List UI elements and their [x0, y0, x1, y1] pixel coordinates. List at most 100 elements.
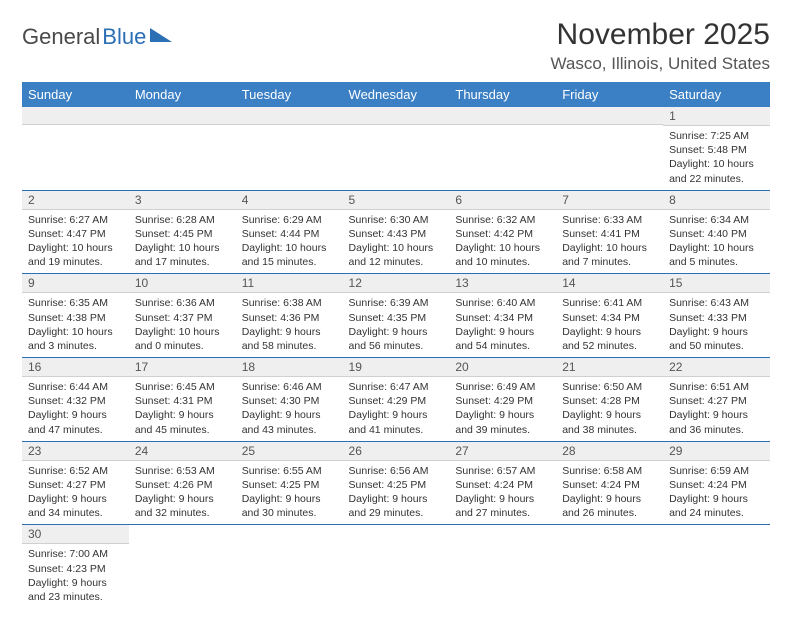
- sunset: Sunset: 4:40 PM: [669, 227, 764, 241]
- daylight: Daylight: 9 hours and 45 minutes.: [135, 408, 230, 436]
- sunrise: Sunrise: 6:50 AM: [562, 380, 657, 394]
- day-details: Sunrise: 6:47 AMSunset: 4:29 PMDaylight:…: [343, 377, 450, 441]
- day-details: Sunrise: 6:46 AMSunset: 4:30 PMDaylight:…: [236, 377, 343, 441]
- header: General Blue November 2025 Wasco, Illino…: [22, 18, 770, 74]
- sunrise: Sunrise: 6:45 AM: [135, 380, 230, 394]
- day-header: Thursday: [449, 82, 556, 107]
- day-details: Sunrise: 6:28 AMSunset: 4:45 PMDaylight:…: [129, 210, 236, 274]
- calendar-cell: [343, 107, 450, 190]
- day-details: Sunrise: 7:25 AMSunset: 5:48 PMDaylight:…: [663, 126, 770, 190]
- sunset: Sunset: 4:42 PM: [455, 227, 550, 241]
- calendar-cell: [449, 525, 556, 608]
- sunrise: Sunrise: 6:56 AM: [349, 464, 444, 478]
- daylight: Daylight: 10 hours and 22 minutes.: [669, 157, 764, 185]
- day-number: 14: [556, 274, 663, 293]
- sunrise: Sunrise: 6:30 AM: [349, 213, 444, 227]
- day-number: 13: [449, 274, 556, 293]
- sunrise: Sunrise: 6:41 AM: [562, 296, 657, 310]
- sunrise: Sunrise: 6:46 AM: [242, 380, 337, 394]
- day-details: Sunrise: 6:30 AMSunset: 4:43 PMDaylight:…: [343, 210, 450, 274]
- day-details: Sunrise: 6:29 AMSunset: 4:44 PMDaylight:…: [236, 210, 343, 274]
- sunrise: Sunrise: 6:29 AM: [242, 213, 337, 227]
- day-header: Wednesday: [343, 82, 450, 107]
- day-details: Sunrise: 6:32 AMSunset: 4:42 PMDaylight:…: [449, 210, 556, 274]
- day-details: Sunrise: 6:52 AMSunset: 4:27 PMDaylight:…: [22, 461, 129, 525]
- day-details: Sunrise: 6:49 AMSunset: 4:29 PMDaylight:…: [449, 377, 556, 441]
- sunrise: Sunrise: 6:52 AM: [28, 464, 123, 478]
- day-details: Sunrise: 6:53 AMSunset: 4:26 PMDaylight:…: [129, 461, 236, 525]
- day-details: Sunrise: 6:34 AMSunset: 4:40 PMDaylight:…: [663, 210, 770, 274]
- sunset: Sunset: 4:32 PM: [28, 394, 123, 408]
- calendar-cell: [236, 525, 343, 608]
- empty-daynum: [129, 107, 236, 125]
- sunset: Sunset: 4:26 PM: [135, 478, 230, 492]
- calendar-cell: 30Sunrise: 7:00 AMSunset: 4:23 PMDayligh…: [22, 525, 129, 608]
- daylight: Daylight: 9 hours and 30 minutes.: [242, 492, 337, 520]
- day-number: 28: [556, 442, 663, 461]
- calendar-cell: [129, 107, 236, 190]
- sunrise: Sunrise: 6:59 AM: [669, 464, 764, 478]
- day-details: Sunrise: 6:59 AMSunset: 4:24 PMDaylight:…: [663, 461, 770, 525]
- calendar-cell: 12Sunrise: 6:39 AMSunset: 4:35 PMDayligh…: [343, 274, 450, 358]
- day-details: Sunrise: 6:38 AMSunset: 4:36 PMDaylight:…: [236, 293, 343, 357]
- day-details: Sunrise: 6:35 AMSunset: 4:38 PMDaylight:…: [22, 293, 129, 357]
- day-details: Sunrise: 6:56 AMSunset: 4:25 PMDaylight:…: [343, 461, 450, 525]
- day-number: 30: [22, 525, 129, 544]
- day-number: 15: [663, 274, 770, 293]
- day-number: 1: [663, 107, 770, 126]
- calendar-cell: 9Sunrise: 6:35 AMSunset: 4:38 PMDaylight…: [22, 274, 129, 358]
- sunset: Sunset: 4:27 PM: [28, 478, 123, 492]
- sunrise: Sunrise: 6:38 AM: [242, 296, 337, 310]
- sunset: Sunset: 4:28 PM: [562, 394, 657, 408]
- sunset: Sunset: 4:25 PM: [349, 478, 444, 492]
- calendar-cell: 17Sunrise: 6:45 AMSunset: 4:31 PMDayligh…: [129, 358, 236, 442]
- sunset: Sunset: 4:41 PM: [562, 227, 657, 241]
- sunrise: Sunrise: 6:34 AM: [669, 213, 764, 227]
- day-details: Sunrise: 6:50 AMSunset: 4:28 PMDaylight:…: [556, 377, 663, 441]
- calendar-row: 1Sunrise: 7:25 AMSunset: 5:48 PMDaylight…: [22, 107, 770, 190]
- sunrise: Sunrise: 6:39 AM: [349, 296, 444, 310]
- day-details: Sunrise: 6:40 AMSunset: 4:34 PMDaylight:…: [449, 293, 556, 357]
- month-title: November 2025: [550, 18, 770, 52]
- daylight: Daylight: 9 hours and 39 minutes.: [455, 408, 550, 436]
- day-header: Tuesday: [236, 82, 343, 107]
- day-number: 9: [22, 274, 129, 293]
- daylight: Daylight: 9 hours and 36 minutes.: [669, 408, 764, 436]
- sunset: Sunset: 4:27 PM: [669, 394, 764, 408]
- daylight: Daylight: 9 hours and 56 minutes.: [349, 325, 444, 353]
- sunset: Sunset: 4:30 PM: [242, 394, 337, 408]
- daylight: Daylight: 10 hours and 7 minutes.: [562, 241, 657, 269]
- calendar-cell: 23Sunrise: 6:52 AMSunset: 4:27 PMDayligh…: [22, 441, 129, 525]
- sunset: Sunset: 4:37 PM: [135, 311, 230, 325]
- day-header: Saturday: [663, 82, 770, 107]
- sunset: Sunset: 4:45 PM: [135, 227, 230, 241]
- daylight: Daylight: 9 hours and 27 minutes.: [455, 492, 550, 520]
- calendar-page: General Blue November 2025 Wasco, Illino…: [0, 0, 792, 626]
- day-details: Sunrise: 6:44 AMSunset: 4:32 PMDaylight:…: [22, 377, 129, 441]
- day-details: Sunrise: 6:39 AMSunset: 4:35 PMDaylight:…: [343, 293, 450, 357]
- sunset: Sunset: 4:31 PM: [135, 394, 230, 408]
- daylight: Daylight: 9 hours and 34 minutes.: [28, 492, 123, 520]
- empty-daynum: [236, 107, 343, 125]
- logo-sail-icon: [150, 28, 172, 42]
- calendar-cell: [556, 525, 663, 608]
- sunrise: Sunrise: 6:32 AM: [455, 213, 550, 227]
- empty-daynum: [343, 107, 450, 125]
- day-number: 5: [343, 191, 450, 210]
- calendar-cell: 5Sunrise: 6:30 AMSunset: 4:43 PMDaylight…: [343, 190, 450, 274]
- calendar-cell: 24Sunrise: 6:53 AMSunset: 4:26 PMDayligh…: [129, 441, 236, 525]
- daylight: Daylight: 9 hours and 50 minutes.: [669, 325, 764, 353]
- daylight: Daylight: 9 hours and 58 minutes.: [242, 325, 337, 353]
- sunrise: Sunrise: 6:44 AM: [28, 380, 123, 394]
- daylight: Daylight: 9 hours and 43 minutes.: [242, 408, 337, 436]
- daylight: Daylight: 9 hours and 23 minutes.: [28, 576, 123, 604]
- calendar-cell: 29Sunrise: 6:59 AMSunset: 4:24 PMDayligh…: [663, 441, 770, 525]
- day-details: Sunrise: 6:55 AMSunset: 4:25 PMDaylight:…: [236, 461, 343, 525]
- logo-word1: General: [22, 24, 100, 50]
- day-number: 3: [129, 191, 236, 210]
- calendar-cell: 27Sunrise: 6:57 AMSunset: 4:24 PMDayligh…: [449, 441, 556, 525]
- calendar-cell: 28Sunrise: 6:58 AMSunset: 4:24 PMDayligh…: [556, 441, 663, 525]
- calendar-cell: 18Sunrise: 6:46 AMSunset: 4:30 PMDayligh…: [236, 358, 343, 442]
- daylight: Daylight: 9 hours and 54 minutes.: [455, 325, 550, 353]
- calendar-cell: 4Sunrise: 6:29 AMSunset: 4:44 PMDaylight…: [236, 190, 343, 274]
